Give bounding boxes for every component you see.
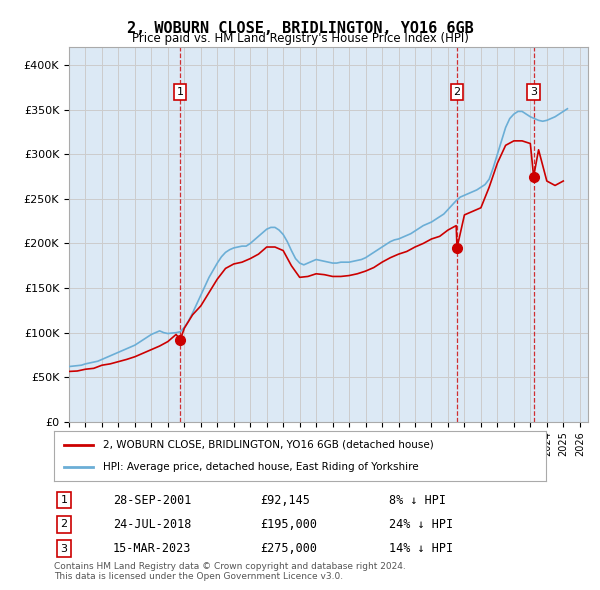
Text: 1: 1 — [61, 495, 67, 505]
Text: 3: 3 — [530, 87, 537, 97]
Text: 2: 2 — [454, 87, 461, 97]
Text: HPI: Average price, detached house, East Riding of Yorkshire: HPI: Average price, detached house, East… — [103, 462, 419, 472]
Text: 3: 3 — [61, 544, 67, 553]
Text: 28-SEP-2001: 28-SEP-2001 — [113, 493, 191, 507]
Text: 1: 1 — [177, 87, 184, 97]
Text: Contains HM Land Registry data © Crown copyright and database right 2024.
This d: Contains HM Land Registry data © Crown c… — [54, 562, 406, 581]
Text: 24% ↓ HPI: 24% ↓ HPI — [389, 518, 452, 531]
Text: 8% ↓ HPI: 8% ↓ HPI — [389, 493, 446, 507]
Text: Price paid vs. HM Land Registry's House Price Index (HPI): Price paid vs. HM Land Registry's House … — [131, 32, 469, 45]
Text: 2, WOBURN CLOSE, BRIDLINGTON, YO16 6GB: 2, WOBURN CLOSE, BRIDLINGTON, YO16 6GB — [127, 21, 473, 35]
Text: £195,000: £195,000 — [260, 518, 317, 531]
Text: 14% ↓ HPI: 14% ↓ HPI — [389, 542, 452, 555]
Text: 2, WOBURN CLOSE, BRIDLINGTON, YO16 6GB (detached house): 2, WOBURN CLOSE, BRIDLINGTON, YO16 6GB (… — [103, 440, 434, 450]
Text: 2: 2 — [60, 519, 67, 529]
Text: £275,000: £275,000 — [260, 542, 317, 555]
Text: 15-MAR-2023: 15-MAR-2023 — [113, 542, 191, 555]
Text: £92,145: £92,145 — [260, 493, 311, 507]
Text: 24-JUL-2018: 24-JUL-2018 — [113, 518, 191, 531]
